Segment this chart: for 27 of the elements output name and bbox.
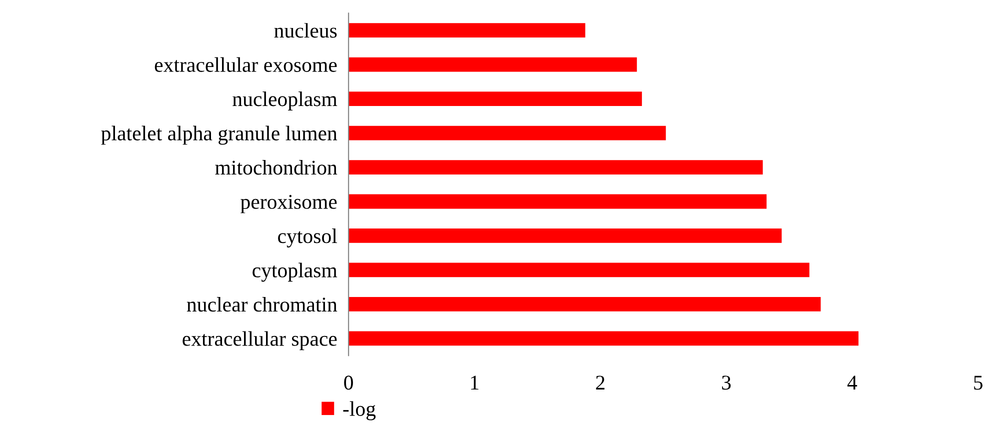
y-tick-label: nuclear chromatin (186, 297, 338, 312)
y-tick-label: cytoplasm (252, 262, 338, 282)
y-tick-label: cytosol (278, 228, 338, 248)
bar (348, 126, 666, 140)
y-tick-label: extracellular exosome (154, 57, 337, 72)
x-tick-label: 2 (596, 376, 604, 390)
bar (348, 57, 637, 72)
bar (348, 194, 767, 209)
bar (348, 228, 782, 243)
bar (348, 92, 642, 106)
y-tick-label: peroxisome (240, 194, 337, 214)
x-tick-label: 3 (722, 376, 731, 390)
legend-label: -log (343, 401, 376, 420)
bar (348, 262, 810, 278)
y-tick-label: mitochondrion (215, 160, 338, 175)
x-tick-label: 4 (847, 376, 858, 390)
x-tick-label: 1 (471, 376, 478, 390)
y-tick-label: platelet alpha granule lumen (101, 126, 338, 145)
y-tick-label: nucleoplasm (232, 92, 338, 110)
x-tick-label: 0 (344, 376, 353, 390)
bar (348, 331, 858, 346)
bar (348, 23, 586, 38)
y-tick-label: nucleus (274, 23, 337, 38)
y-tick-label: extracellular space (182, 331, 337, 350)
x-tick-label: 5 (974, 376, 982, 390)
bar (348, 297, 821, 312)
bar (348, 160, 763, 174)
